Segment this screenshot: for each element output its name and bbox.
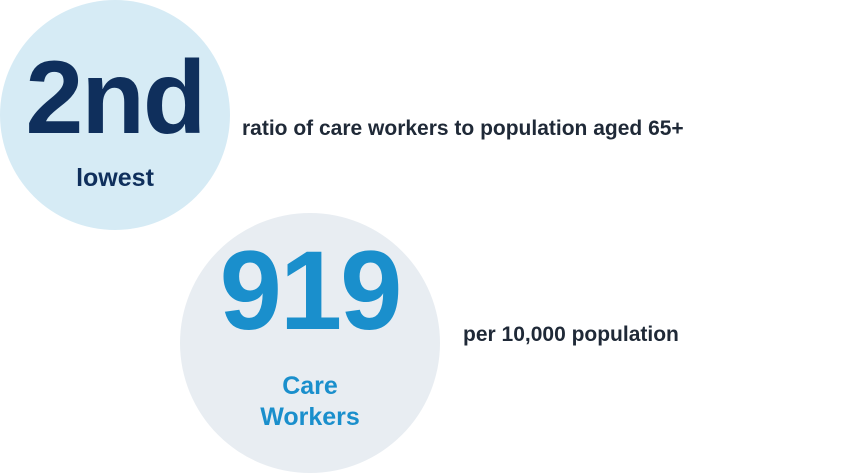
rank-subtitle: lowest xyxy=(76,164,154,192)
rank-description: ratio of care workers to population aged… xyxy=(242,117,684,140)
rank-circle xyxy=(0,0,230,230)
count-description: per 10,000 population xyxy=(463,323,679,346)
count-subtitle-line1: Care xyxy=(282,372,338,400)
count-subtitle-line2: Workers xyxy=(260,402,360,431)
rank-value: 2nd xyxy=(25,40,207,156)
count-circle xyxy=(180,213,440,473)
count-subtitle: Care Workers xyxy=(180,371,440,432)
count-value: 919 xyxy=(219,228,403,353)
